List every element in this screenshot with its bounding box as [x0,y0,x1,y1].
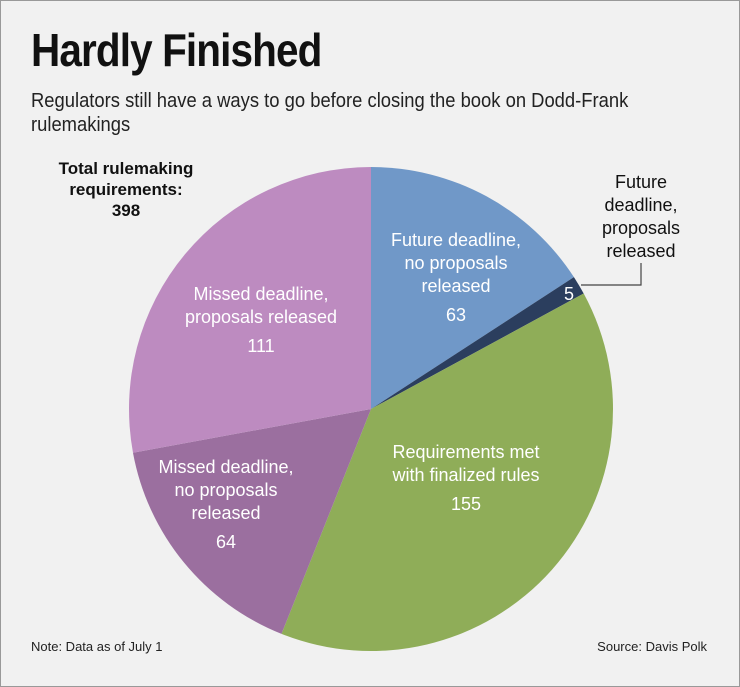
leader-line [581,263,642,286]
slice-label: Missed deadline, proposals released 111 [176,283,346,358]
pie-slice [129,167,371,453]
source: Source: Davis Polk [597,639,707,654]
slice-category: Future deadline, no proposals released [390,230,522,296]
slice-category: Missed deadline, no proposals released [158,457,294,523]
chart-title: Hardly Finished [31,24,322,76]
slice-value: 111 [247,336,275,356]
note: Note: Data as of July 1 [31,639,163,654]
slice-value: 64 [215,532,237,552]
slice-category: Requirements met with finalized rules [392,442,540,485]
pie-slice [132,409,371,634]
slice-value: 155 [450,494,482,514]
slice-label: Future deadline, no proposals released 63 [371,229,541,327]
slice-category: Missed deadline, proposals released [184,284,338,327]
pie-slice [371,277,584,409]
pie-slice [281,293,613,651]
total-box: Total rulemaking requirements: 398 [41,158,211,221]
slice-label: Requirements met with finalized rules 155 [381,441,551,516]
total-value: 398 [111,201,141,220]
pie-slice [371,167,574,409]
subtitle: Regulators still have a ways to go befor… [31,90,629,136]
slice-label: Future deadline, proposals released [601,172,681,261]
slice-label: Missed deadline, no proposals released 64 [141,456,311,554]
slice-value: 63 [445,305,467,325]
slice-value: 5 [563,284,574,304]
total-label: Total rulemaking requirements: [58,159,194,199]
